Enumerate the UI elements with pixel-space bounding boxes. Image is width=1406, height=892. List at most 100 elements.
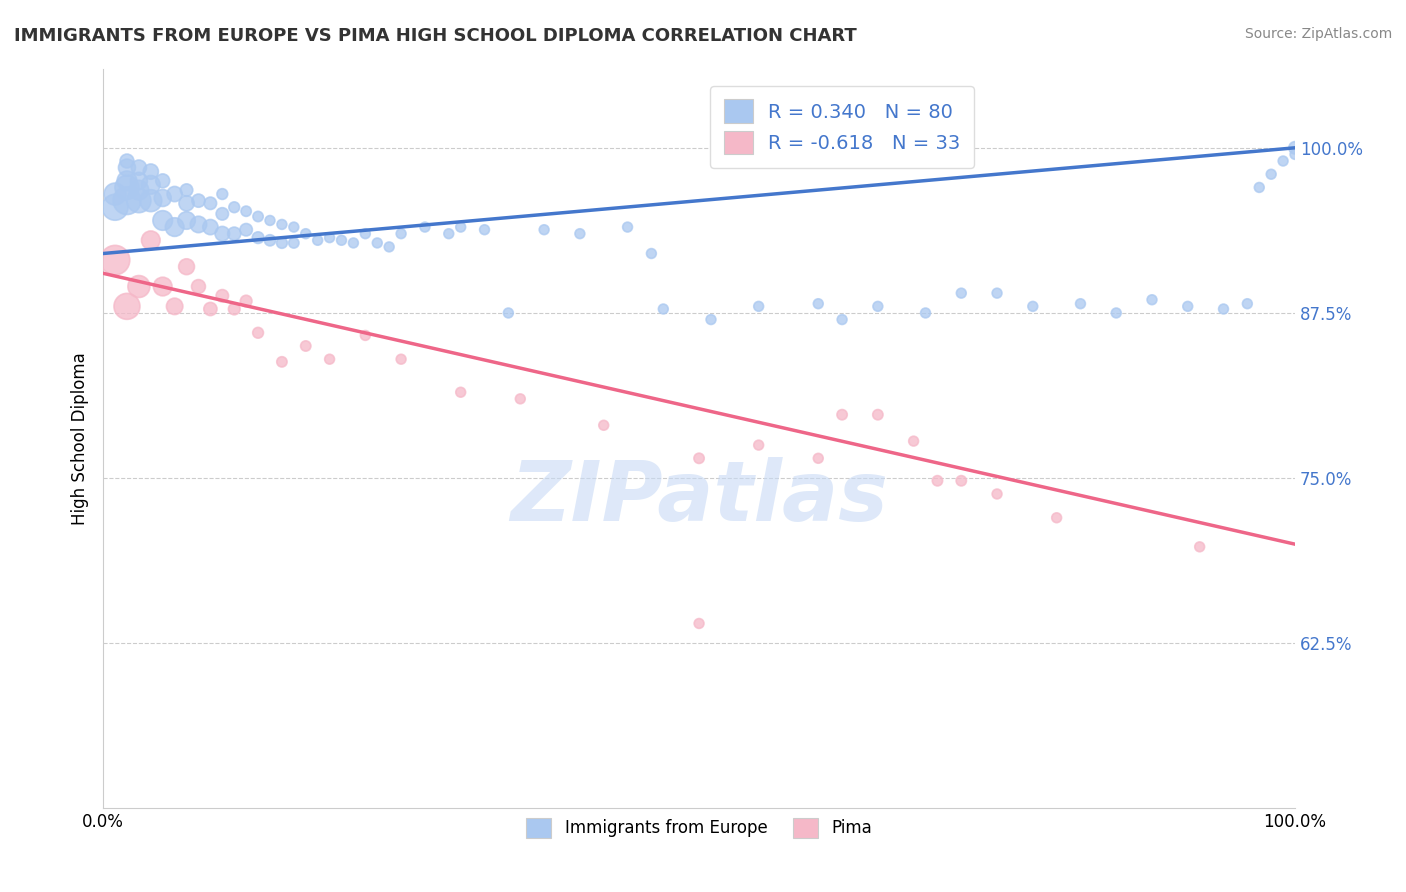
Point xyxy=(104,187,127,202)
Point xyxy=(1177,299,1199,313)
Point xyxy=(330,233,353,247)
Text: IMMIGRANTS FROM EUROPE VS PIMA HIGH SCHOOL DIPLOMA CORRELATION CHART: IMMIGRANTS FROM EUROPE VS PIMA HIGH SCHO… xyxy=(14,27,856,45)
Point xyxy=(1249,180,1271,194)
Point xyxy=(187,279,209,293)
Point xyxy=(866,299,889,313)
Point xyxy=(259,233,281,247)
Legend: Immigrants from Europe, Pima: Immigrants from Europe, Pima xyxy=(520,811,879,845)
Point xyxy=(354,227,377,241)
Point xyxy=(378,240,401,254)
Point xyxy=(1272,154,1295,169)
Point xyxy=(831,408,853,422)
Point xyxy=(366,235,388,250)
Point xyxy=(224,301,246,316)
Point xyxy=(176,260,198,274)
Point xyxy=(1140,293,1163,307)
Point xyxy=(176,213,198,227)
Point xyxy=(688,451,710,466)
Point xyxy=(592,418,614,433)
Point xyxy=(163,187,186,202)
Point xyxy=(389,227,412,241)
Point xyxy=(187,218,209,232)
Point xyxy=(1022,299,1045,313)
Text: Source: ZipAtlas.com: Source: ZipAtlas.com xyxy=(1244,27,1392,41)
Point xyxy=(271,355,294,369)
Point xyxy=(342,235,364,250)
Point xyxy=(200,301,222,316)
Point xyxy=(318,352,340,367)
Point xyxy=(235,223,257,237)
Point xyxy=(1188,540,1211,554)
Point xyxy=(271,235,294,250)
Point xyxy=(128,194,150,208)
Point xyxy=(950,474,973,488)
Point xyxy=(224,227,246,241)
Point xyxy=(211,289,233,303)
Point xyxy=(688,616,710,631)
Point xyxy=(163,220,186,235)
Point xyxy=(509,392,531,406)
Point xyxy=(533,223,555,237)
Point xyxy=(247,210,270,224)
Point xyxy=(866,408,889,422)
Point xyxy=(652,301,675,316)
Point xyxy=(139,194,162,208)
Point xyxy=(115,154,138,169)
Point xyxy=(354,328,377,343)
Point xyxy=(1236,296,1258,310)
Point xyxy=(104,200,127,214)
Point xyxy=(247,230,270,244)
Point xyxy=(294,227,316,241)
Point xyxy=(498,306,520,320)
Point xyxy=(224,200,246,214)
Point xyxy=(115,299,138,313)
Point xyxy=(235,294,257,309)
Point xyxy=(187,194,209,208)
Point xyxy=(163,299,186,313)
Point xyxy=(748,438,770,452)
Point xyxy=(115,180,138,194)
Point xyxy=(200,220,222,235)
Point xyxy=(104,253,127,268)
Point xyxy=(128,183,150,197)
Point xyxy=(128,174,150,188)
Point xyxy=(807,451,830,466)
Point xyxy=(176,183,198,197)
Point xyxy=(437,227,460,241)
Point xyxy=(903,434,925,449)
Point xyxy=(1105,306,1128,320)
Point xyxy=(1069,296,1091,310)
Point xyxy=(139,164,162,178)
Point xyxy=(1284,147,1306,161)
Point xyxy=(450,220,472,235)
Point xyxy=(294,339,316,353)
Point xyxy=(1212,301,1234,316)
Point xyxy=(115,161,138,175)
Point xyxy=(259,213,281,227)
Point xyxy=(748,299,770,313)
Point xyxy=(389,352,412,367)
Point xyxy=(568,227,591,241)
Point xyxy=(211,207,233,221)
Point xyxy=(807,296,830,310)
Point xyxy=(1284,141,1306,155)
Point xyxy=(831,312,853,326)
Point xyxy=(307,233,329,247)
Point xyxy=(640,246,662,260)
Point xyxy=(128,161,150,175)
Point xyxy=(152,213,174,227)
Y-axis label: High School Diploma: High School Diploma xyxy=(72,352,89,524)
Point xyxy=(152,279,174,293)
Point xyxy=(1260,167,1282,181)
Point xyxy=(139,233,162,247)
Point xyxy=(474,223,496,237)
Point xyxy=(927,474,949,488)
Point xyxy=(211,227,233,241)
Point xyxy=(128,279,150,293)
Point xyxy=(235,204,257,219)
Point xyxy=(115,174,138,188)
Point xyxy=(152,191,174,205)
Point xyxy=(450,385,472,400)
Point xyxy=(115,194,138,208)
Point xyxy=(283,235,305,250)
